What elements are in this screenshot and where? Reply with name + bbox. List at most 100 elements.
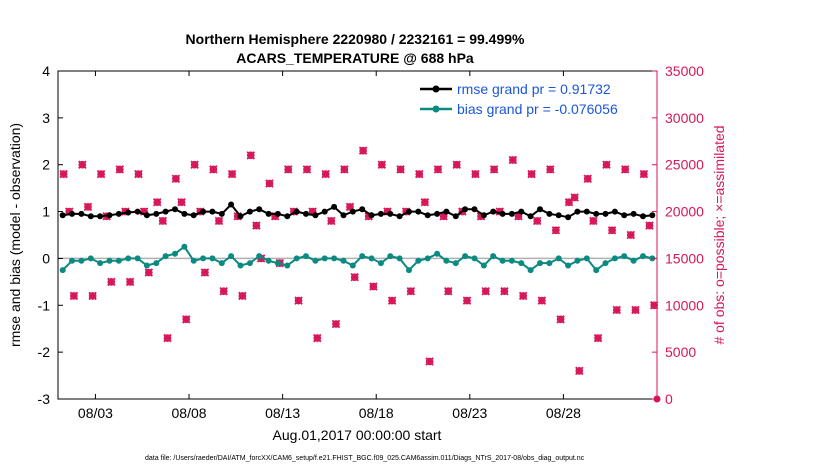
obs-count-mid-assimilated-marker [589,216,598,226]
obs-count-low-assimilated-marker [88,291,97,301]
rmse-line [62,202,653,219]
obs-count-peak-assimilated-marker [415,169,424,179]
y2-tick-label: 15000 [665,250,704,266]
legend: rmse grand pr = 0.91732 bias grand pr = … [414,78,652,120]
rmse-point [228,201,235,208]
x-axis-label: Aug.01,2017 00:00:00 start [273,427,442,443]
y-tick-label: 1 [42,204,50,220]
obs-count-mid-assimilated-marker [252,221,261,230]
obs-count-low-assimilated-marker [556,315,565,324]
rmse-point [125,209,132,216]
obs-count-peak-assimilated-marker [78,160,87,169]
rmse-point [602,210,609,217]
rmse-point [387,210,394,217]
obs-count-low-assimilated-marker [144,268,154,277]
rmse-point [256,206,263,213]
rmse-point [209,208,216,215]
bias-point [153,260,160,267]
chart-title-line2: ACARS_TEMPERATURE @ 688 hPa [236,50,474,66]
rmse-point [87,213,94,220]
bias-point [387,253,394,260]
bias-point [424,255,431,262]
obs-count-mid-assimilated-marker [607,226,617,235]
obs-count-peak-assimilated-marker [209,165,218,174]
rmse-point [115,210,122,217]
obs-count-peak-assimilated-marker [340,165,349,174]
footer-datafile: data file: /Users/raeder/DAI/ATM_forcXX/… [145,455,585,462]
rmse-point [452,213,459,220]
bias-point [87,255,94,262]
legend-rmse-marker [432,85,440,93]
rmse-point [172,206,178,213]
chart-title-line1: Northern Hemisphere 2220980 / 2232161 = … [186,31,525,47]
obs-count-mid-assimilated-marker [64,207,74,216]
y-axis-label: rmse and bias (model - observation) [7,123,23,347]
obs-count-peak-assimilated-marker [284,165,293,174]
rmse-point [462,206,469,213]
legend-box [414,78,652,120]
rmse-point [640,213,646,220]
obs-count-peak-assimilated-marker [321,169,330,179]
obs-count-peak-assimilated-marker [302,165,312,174]
rmse-point [518,208,525,215]
rmse-point [546,210,553,217]
rmse-point [153,210,160,217]
obs-count-mid-assimilated-marker [495,207,504,216]
x-tick-label: 08/08 [172,405,207,421]
obs-count-low-assimilated-marker [125,277,135,287]
y2-tick-label: 0 [665,391,673,407]
rmse-point [480,212,487,219]
bias-point [490,253,497,260]
rmse-point [490,208,497,215]
rmse-point [555,212,562,219]
bias-point [630,257,637,264]
rmse-point [537,206,543,213]
bias-point [274,260,281,267]
obs-count-low-assimilated-marker [238,291,247,301]
rmse-point [218,210,225,217]
rmse-point [181,210,188,217]
bias-point [452,260,459,267]
y2-tick-label: 30000 [665,110,704,126]
y-axis-right: 35000 30000 25000 20000 15000 10000 5000 0 [652,63,704,407]
obs-count-low-assimilated-marker [331,319,341,329]
obs-count-mid-assimilated-marker [345,202,355,212]
bias-point [443,257,450,264]
bias-point [611,255,618,262]
obs-count-mid-assimilated-marker [532,216,542,226]
rmse-point [162,208,169,215]
rmse-point [237,213,244,220]
bias-point [106,257,113,264]
obs-count-peak-assimilated-marker [508,155,518,165]
bias-point [78,257,85,264]
y-tick-label: 0 [42,250,50,266]
bias-point [237,262,244,269]
x-tick-label: 08/13 [265,405,300,421]
obs-count-peak-assimilated-marker [433,165,443,174]
bias-point [143,262,150,269]
obs-count-mid-assimilated-marker [570,193,579,202]
rmse-point [377,210,384,217]
bias-point [321,255,328,262]
plot-area [58,146,661,403]
y-tick-label: 4 [42,63,50,79]
rmse-point [583,208,590,215]
legend-rmse-label: rmse grand pr = 0.91732 [457,81,611,97]
obs-count-mid-assimilated-marker [439,212,448,221]
obs-count-low-assimilated-marker [537,296,547,305]
obs-count-peak-assimilated-marker [171,174,181,184]
bias-point [537,260,543,267]
bias-point [312,257,319,264]
obs-count-mid-assimilated-marker [514,212,523,221]
bias-point [406,267,412,274]
rmse-point [396,213,403,220]
obs-count-mid-assimilated-marker [83,202,93,212]
bias-point [97,260,104,267]
obs-count-mid-assimilated-marker [476,212,486,221]
obs-count-peak-assimilated-marker [190,160,199,169]
y-tick-label: 3 [42,110,50,126]
bias-point [303,253,309,260]
obs-count-low-assimilated-marker [425,357,434,366]
obs-count-peak-assimilated-marker [396,165,405,174]
rmse-point [106,212,113,219]
